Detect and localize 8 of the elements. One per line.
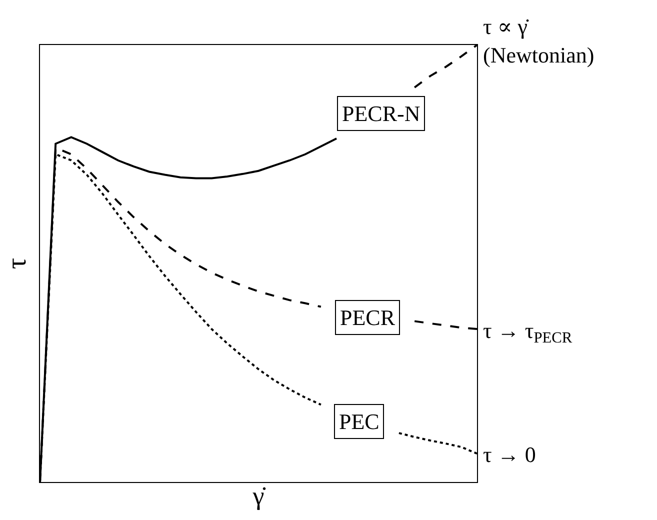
series-label: PECR [340, 305, 396, 330]
text: τ ∝ γ̇ (Newtonian) [483, 14, 594, 68]
text: τ → τ$_{PECR}$ [483, 318, 573, 347]
series-label: PECR-N [342, 101, 420, 126]
y-axis-title: τ [2, 258, 33, 270]
text: τ → 0 [483, 442, 536, 467]
series-label: PEC [339, 409, 380, 434]
x-axis-title: γ̇ [252, 482, 266, 511]
